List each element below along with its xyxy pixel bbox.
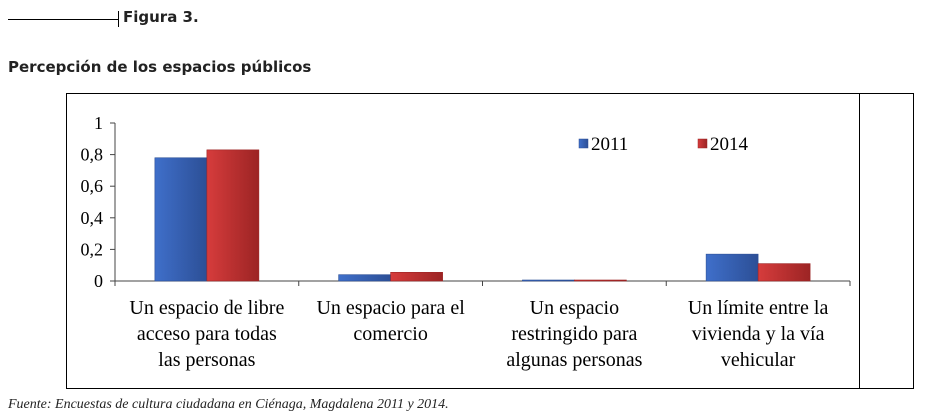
bar-2011: [154, 157, 208, 282]
y-tick-label: 0: [94, 271, 103, 291]
figure-label: Figura 3.: [123, 8, 199, 26]
category-label: Un espacio para el: [316, 297, 465, 319]
bar-2014: [390, 272, 443, 282]
y-tick-label: 1: [94, 113, 103, 133]
category-label: restringido para: [511, 323, 637, 345]
category-label: Un espacio: [530, 297, 619, 319]
bar-2014: [757, 263, 811, 282]
category-label: acceso para todas: [137, 323, 277, 345]
category-label: algunas personas: [506, 349, 642, 371]
category-label: Un límite entre la: [688, 297, 829, 319]
legend-swatch-2014: [697, 138, 708, 149]
y-tick-label: 0,4: [81, 208, 104, 228]
category-label: Un espacio de libre: [129, 297, 284, 319]
figure-rule-tick: [118, 11, 119, 27]
y-tick-label: 0,2: [81, 239, 104, 259]
y-tick-label: 0,8: [81, 145, 104, 165]
bar-2011: [705, 253, 759, 282]
legend-swatch-2011: [578, 138, 589, 149]
bar-2014: [574, 279, 627, 282]
category-label: vivienda y la vía: [692, 323, 825, 345]
chart-inner-frame: [66, 93, 860, 389]
category-label: vehicular: [721, 349, 796, 371]
category-label: las personas: [158, 349, 255, 371]
y-tick-label: 0,6: [81, 176, 104, 196]
bar-2011: [522, 279, 575, 282]
figure-rule: [8, 19, 118, 20]
legend-label: 2011: [591, 134, 628, 155]
figure-title: Percepción de los espacios públicos: [8, 58, 312, 76]
category-label: comercio: [353, 323, 427, 345]
figure-source: Fuente: Encuestas de cultura ciudadana e…: [8, 397, 449, 412]
chart-frame: [66, 93, 914, 389]
bar-2011: [338, 274, 391, 282]
bar-2014: [206, 149, 260, 282]
legend-label: 2014: [710, 134, 749, 155]
